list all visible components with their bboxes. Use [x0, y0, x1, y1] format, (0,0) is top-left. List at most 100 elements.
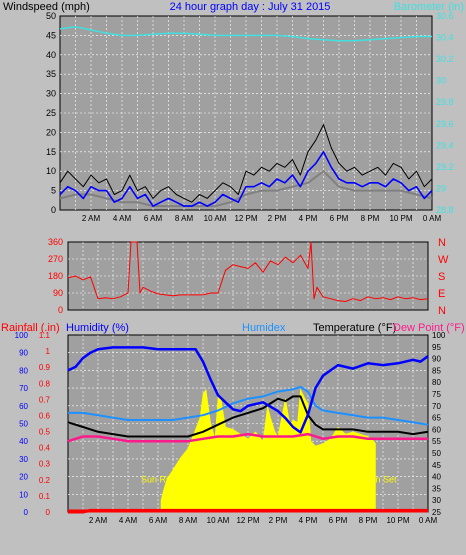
x-tick-label: 4 AM [113, 214, 132, 223]
x-tick-label: 8 AM [179, 516, 198, 525]
wind-y-label: Windspeed (mph) [3, 1, 90, 13]
x-tick-label: 6 AM [144, 214, 163, 223]
barometer-tick-label: 29.2 [436, 162, 454, 172]
temperature-tick-label: 45 [432, 461, 441, 470]
wind-y-tick-label: 20 [46, 127, 56, 137]
humidex-label: Humidex [242, 322, 286, 334]
barometer-tick-label: 29.8 [436, 97, 454, 107]
x-tick-label: 0 AM [419, 516, 438, 525]
barometer-tick-label: 29.4 [436, 140, 454, 150]
temperature-tick-label: 60 [432, 425, 441, 434]
x-tick-label: 8 PM [361, 214, 380, 223]
rainfall-tick-label: 0 [46, 508, 51, 517]
temperature-tick-label: 40 [432, 473, 441, 482]
wind-y-tick-label: 40 [46, 50, 56, 60]
wind-y-tick-label: 50 [46, 11, 56, 21]
humidity-tick-label: 20 [19, 473, 28, 482]
x-tick-label: 10 PM [389, 214, 412, 223]
x-tick-label: 8 PM [359, 516, 378, 525]
humidex-line [68, 385, 429, 426]
compass-label: N [438, 237, 446, 249]
humidity-line [67, 346, 429, 434]
wind-y-tick-label: 35 [46, 69, 56, 79]
rainfall-tick-label: 0.9 [39, 363, 51, 372]
rainfall-tick-label: 0.5 [39, 428, 51, 437]
barometer-tick-label: 29.6 [436, 119, 454, 129]
humidity-tick-label: 50 [19, 420, 28, 429]
humidity-tick-label: 30 [19, 455, 28, 464]
barometer-line [59, 26, 432, 42]
humidity-tick-label: 70 [19, 384, 28, 393]
x-tick-label: 10 AM [207, 516, 230, 525]
x-tick-label: 4 PM [299, 214, 318, 223]
temperature-tick-label: 65 [432, 414, 441, 423]
temperature-tick-label: 30 [432, 496, 441, 505]
temperature-tick-label: 80 [432, 378, 441, 387]
temperature-tick-label: 100 [432, 331, 446, 340]
wind-y-tick-label: 25 [46, 108, 56, 118]
barometer-tick-label: 29 [436, 183, 446, 193]
temperature-tick-label: 50 [432, 449, 441, 458]
temperature-tick-label: 35 [432, 484, 441, 493]
rainfall-line [68, 508, 428, 514]
compass-label: S [438, 271, 445, 283]
humidity-tick-label: 90 [19, 349, 28, 358]
x-tick-label: 12 PM [236, 516, 259, 525]
x-tick-label: 8 AM [175, 214, 194, 223]
temperature-tick-label: 90 [432, 355, 441, 364]
wind-direction-line [67, 241, 429, 302]
humidity-tick-label: 60 [19, 402, 28, 411]
humidity-label: Humidity (%) [66, 322, 129, 334]
dew-point-line [67, 432, 428, 443]
barometer-tick-label: 30 [436, 76, 446, 86]
barometer-tick-label: 30.2 [436, 54, 454, 64]
temperature-tick-label: 55 [432, 437, 441, 446]
direction-y-tick-label: 270 [48, 254, 63, 264]
barometer-tick-label: 28.8 [436, 205, 454, 215]
rainfall-tick-label: 0.4 [39, 444, 51, 453]
compass-label: N [438, 305, 446, 317]
sunrise-annotation: Sun Rise [141, 474, 178, 484]
temperature-label: Temperature (°F) [313, 322, 396, 334]
data-series [59, 26, 433, 514]
temperature-tick-label: 85 [432, 366, 441, 375]
humidity-tick-label: 0 [24, 508, 29, 517]
rainfall-tick-label: 0.8 [39, 379, 51, 388]
wind-y-tick-label: 10 [46, 166, 56, 176]
temperature-tick-label: 95 [432, 343, 441, 352]
x-tick-label: 0 AM [423, 214, 442, 223]
temperature-line [67, 395, 429, 438]
humidity-tick-label: 80 [19, 366, 28, 375]
direction-y-tick-label: 180 [48, 271, 63, 281]
x-tick-label: 2 PM [269, 516, 288, 525]
wind-y-tick-label: 0 [51, 205, 56, 215]
compass-label: E [438, 288, 445, 300]
x-tick-label: 2 PM [268, 214, 287, 223]
wind-y-tick-label: 45 [46, 30, 56, 40]
wind-y-tick-label: 30 [46, 89, 56, 99]
x-tick-label: 2 AM [82, 214, 101, 223]
humidity-tick-label: 40 [19, 437, 28, 446]
rainfall-tick-label: 0.1 [39, 492, 51, 501]
x-tick-label: 10 PM [386, 516, 409, 525]
rainfall-tick-label: 0.2 [39, 476, 51, 485]
wind-y-tick-label: 15 [46, 147, 56, 157]
humidity-tick-label: 100 [15, 331, 29, 340]
rainfall-tick-label: 0.3 [39, 460, 51, 469]
rainfall-tick-label: 1.1 [39, 331, 51, 340]
barometer-tick-label: 30.6 [436, 11, 454, 21]
x-tick-label: 2 AM [89, 516, 108, 525]
x-tick-label: 4 AM [119, 516, 138, 525]
rainfall-tick-label: 0.6 [39, 411, 51, 420]
wind-average-line [59, 170, 433, 208]
wind-y-tick-label: 5 [51, 186, 56, 196]
direction-y-tick-label: 360 [48, 237, 63, 247]
x-tick-label: 6 PM [330, 214, 349, 223]
x-tick-label: 4 PM [299, 516, 318, 525]
x-tick-label: 12 PM [234, 214, 257, 223]
dew-point-label: Dew Point (°F) [393, 322, 465, 334]
x-tick-label: 10 AM [204, 214, 227, 223]
tick-labels: 0 5 10 15 20 25 30 35 40 45 50 28.8 29 29.2 29.4 29.6 29… [15, 11, 454, 525]
chart-title: 24 hour graph day : July 31 2015 [170, 1, 331, 13]
